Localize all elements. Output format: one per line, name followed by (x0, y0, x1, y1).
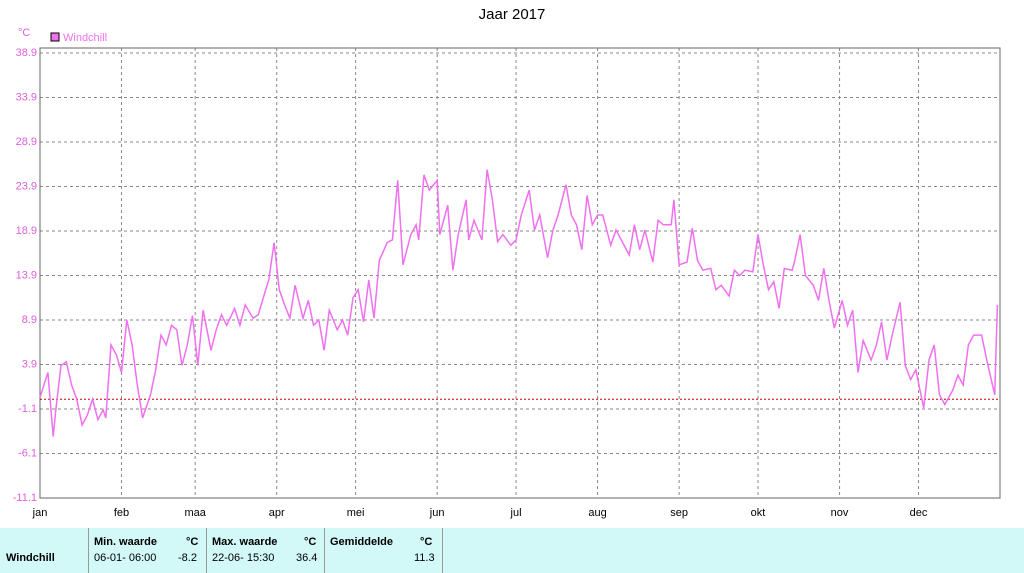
legend-label: Windchill (63, 32, 107, 44)
x-tick-label: jul (510, 507, 522, 519)
y-tick-label: 8.9 (22, 314, 37, 326)
y-tick-label: 38.9 (16, 47, 37, 59)
x-tick-label: apr (269, 507, 285, 519)
y-tick-label: 18.9 (16, 225, 37, 237)
table-header: °C (186, 536, 199, 548)
table-header: °C (304, 536, 317, 548)
legend-swatch (50, 32, 60, 42)
x-tick-label: feb (114, 507, 129, 519)
chart: Jaar 2017 °C -11.1 -6.1 -1.1 3.9 8.9 13.9 18.9… (13, 6, 1001, 519)
x-tick-label: nov (831, 507, 849, 519)
y-unit: °C (18, 27, 30, 39)
x-tick-label: maa (184, 507, 206, 519)
x-tick-label: jun (429, 507, 445, 519)
cell: 36.4 (296, 552, 318, 564)
y-tick-label: 13.9 (16, 269, 37, 281)
x-tick-label: okt (751, 507, 766, 519)
chart-title: Jaar 2017 (479, 6, 546, 23)
cell: 22-06- 15:30 (212, 552, 275, 564)
y-tick-label: 28.9 (16, 136, 37, 148)
cell: -8.2 (178, 552, 197, 564)
y-tick-label: 33.9 (16, 91, 37, 103)
cell: 11.3 (414, 552, 435, 564)
y-tick-label: -1.1 (18, 403, 37, 415)
y-tick-label: 23.9 (16, 180, 37, 192)
y-tick-label: 3.9 (22, 358, 37, 370)
table-header: Max. waarde (212, 536, 278, 548)
y-tick-label: -11.1 (13, 492, 37, 504)
row-label: Windchill (6, 552, 55, 564)
table-header: Gemiddelde (330, 536, 393, 548)
table-header: °C (420, 536, 433, 548)
x-tick-label: dec (910, 507, 928, 519)
y-tick-label: -6.1 (18, 447, 37, 459)
x-tick-label: jan (32, 507, 48, 519)
table-header: Min. waarde (94, 536, 157, 548)
summary-table: Min. waarde °C Max. waarde °C Gemiddelde… (0, 528, 1024, 573)
cell: 06-01- 06:00 (94, 552, 157, 564)
x-tick-label: sep (670, 507, 688, 519)
data-line (39, 169, 999, 437)
x-tick-label: mei (347, 507, 365, 519)
x-tick-label: aug (588, 507, 606, 519)
plot-frame (39, 47, 1001, 499)
